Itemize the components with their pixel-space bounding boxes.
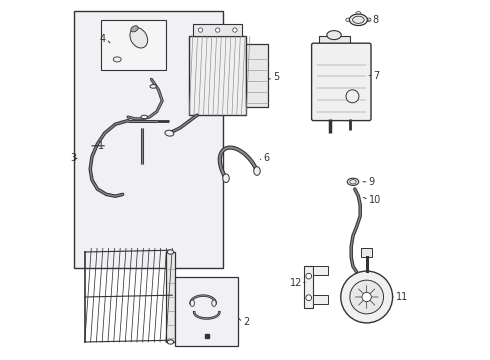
Bar	[74, 11, 223, 268]
FancyArrowPatch shape	[359, 289, 365, 295]
Circle shape	[198, 28, 203, 32]
Bar	[189, 36, 246, 115]
Bar	[246, 44, 269, 107]
Circle shape	[233, 28, 237, 32]
Ellipse shape	[113, 57, 121, 62]
Bar	[166, 252, 175, 342]
Ellipse shape	[347, 178, 359, 185]
FancyArrowPatch shape	[359, 299, 365, 305]
Circle shape	[341, 271, 392, 323]
Text: 1: 1	[98, 141, 104, 151]
Ellipse shape	[349, 14, 368, 26]
Ellipse shape	[353, 16, 364, 23]
Circle shape	[362, 292, 371, 302]
Bar	[319, 36, 350, 45]
Ellipse shape	[346, 18, 351, 22]
Ellipse shape	[130, 28, 147, 48]
Ellipse shape	[327, 31, 341, 40]
FancyBboxPatch shape	[312, 43, 371, 121]
Circle shape	[306, 273, 312, 279]
Text: 9: 9	[368, 177, 374, 187]
Text: 3: 3	[71, 153, 77, 163]
Text: 10: 10	[368, 195, 381, 205]
Ellipse shape	[131, 26, 138, 32]
Ellipse shape	[212, 300, 216, 306]
Circle shape	[306, 295, 312, 301]
Ellipse shape	[167, 340, 174, 344]
Bar	[101, 20, 166, 70]
Text: 2: 2	[243, 317, 249, 327]
Ellipse shape	[356, 12, 361, 15]
Circle shape	[216, 28, 220, 32]
Bar	[361, 248, 372, 257]
Text: 7: 7	[373, 71, 379, 81]
FancyArrowPatch shape	[368, 289, 375, 295]
Ellipse shape	[254, 167, 260, 175]
Text: 11: 11	[396, 292, 408, 302]
Bar	[193, 24, 242, 36]
Ellipse shape	[223, 174, 229, 183]
Circle shape	[350, 280, 384, 314]
Ellipse shape	[150, 85, 156, 88]
Ellipse shape	[141, 115, 147, 119]
Text: 6: 6	[264, 153, 270, 163]
Text: 4: 4	[100, 34, 106, 44]
Ellipse shape	[190, 300, 195, 306]
FancyArrowPatch shape	[368, 299, 375, 305]
Ellipse shape	[350, 180, 356, 184]
Circle shape	[346, 90, 359, 103]
Bar	[314, 266, 328, 275]
Bar	[314, 295, 328, 304]
Bar	[304, 266, 314, 308]
Text: 8: 8	[372, 15, 378, 25]
Ellipse shape	[167, 250, 174, 254]
Bar	[175, 277, 238, 346]
Ellipse shape	[366, 18, 371, 22]
Text: 12: 12	[290, 278, 302, 288]
Ellipse shape	[165, 130, 174, 136]
Text: 5: 5	[273, 72, 279, 82]
